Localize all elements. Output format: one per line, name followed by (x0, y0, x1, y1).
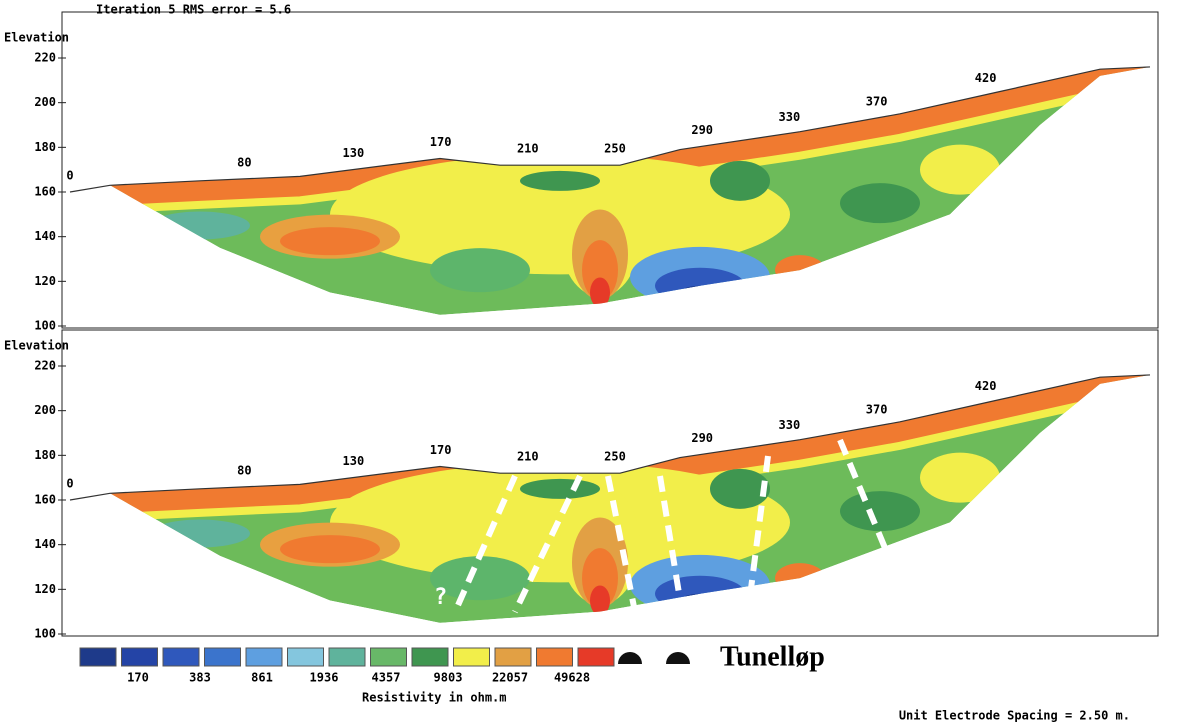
legend-label: 170 (127, 671, 149, 685)
y-tick-label: 200 (34, 95, 56, 109)
station-label: 80 (237, 463, 251, 477)
resistivity-zone (920, 144, 1000, 195)
station-label: 80 (237, 155, 251, 169)
legend-swatch (577, 647, 615, 667)
legend-title: Resistivity in ohm.m (362, 691, 507, 705)
panel-frame (61, 329, 1159, 637)
y-tick-label: 160 (34, 185, 56, 199)
y-tick-label: 160 (34, 493, 56, 507)
station-label: 250 (604, 450, 626, 464)
resistivity-zone (590, 277, 610, 308)
fault-line (837, 438, 888, 550)
y-tick-label: 140 (34, 229, 56, 243)
legend-swatch (370, 647, 407, 667)
y-tick-label: 120 (34, 582, 56, 596)
resistivity-zone (590, 585, 610, 616)
legend-label: 4357 (372, 671, 401, 685)
y-tick-label: 220 (34, 51, 56, 65)
station-label: 130 (343, 454, 365, 468)
legend-swatch (287, 647, 324, 667)
axis-label: Elevation (4, 339, 69, 353)
station-label: 170 (430, 443, 452, 457)
legend-label: 22057 (492, 671, 528, 685)
model-section (70, 66, 1150, 315)
fault-line (657, 475, 685, 613)
resistivity-zone (840, 183, 920, 224)
station-label: 420 (975, 379, 997, 393)
legend-swatch (121, 647, 158, 667)
y-tick-label: 220 (34, 359, 56, 373)
axis-label: Elevation (4, 31, 69, 45)
station-label: 290 (691, 431, 713, 445)
legend-label: 383 (189, 671, 211, 685)
station-label: 420 (975, 71, 997, 85)
y-tick-label: 180 (34, 448, 56, 462)
resistivity-zone (710, 468, 770, 509)
resistivity-zone (280, 535, 380, 564)
topography (69, 374, 1151, 501)
legend-label: 9803 (434, 671, 463, 685)
panel-frame (61, 11, 1159, 329)
tunnel-symbol (666, 652, 690, 664)
resistivity-zone (330, 154, 790, 275)
fault-line (605, 475, 638, 613)
legend-label: 861 (251, 671, 273, 685)
legend-label: 1936 (310, 671, 339, 685)
legend-label: 49628 (554, 671, 590, 685)
y-tick-label: 200 (34, 403, 56, 417)
y-tick-label: 140 (34, 537, 56, 551)
tunnel-symbol (618, 652, 642, 664)
legend-swatch (328, 647, 366, 667)
station-label: 290 (691, 123, 713, 137)
resistivity-zone (920, 452, 1000, 503)
station-label: 370 (866, 403, 888, 417)
station-label: 210 (517, 142, 539, 156)
legend-swatch (453, 647, 490, 667)
y-tick-label: 120 (34, 274, 56, 288)
station-label: 250 (604, 142, 626, 156)
resistivity-zone (520, 478, 600, 499)
resistivity-zone (582, 240, 618, 301)
resistivity-zone (520, 170, 600, 191)
legend-swatch (245, 647, 283, 667)
resistivity-zone (430, 556, 530, 601)
fault-line (745, 455, 771, 613)
station-label: 210 (517, 450, 539, 464)
annotation: ? (434, 585, 447, 610)
station-label: 170 (430, 135, 452, 149)
topography (69, 66, 1151, 193)
y-tick-label: 100 (34, 627, 56, 641)
resistivity-zone (710, 160, 770, 201)
station-label: 330 (779, 418, 801, 432)
station-label: 130 (343, 146, 365, 160)
legend-swatch (204, 647, 241, 667)
resistivity-zone (430, 248, 530, 293)
fault-line (512, 474, 583, 614)
station-label: 330 (779, 110, 801, 124)
station-label: 0 (66, 477, 73, 491)
legend-swatch (536, 647, 573, 667)
resistivity-zone (280, 227, 380, 256)
station-label: 0 (66, 169, 73, 183)
resistivity-zone (582, 548, 618, 609)
legend-swatch (162, 647, 200, 667)
station-label: 370 (866, 95, 888, 109)
y-tick-label: 100 (34, 319, 56, 333)
title: Iteration 5 RMS error = 5.6 (96, 3, 291, 17)
tunnel-label: Tunelløp (720, 641, 825, 672)
legend-swatch (494, 647, 532, 667)
legend-swatch (79, 647, 117, 667)
spacing-note: Unit Electrode Spacing = 2.50 m. (899, 709, 1130, 723)
legend-swatch (411, 647, 449, 667)
y-tick-label: 180 (34, 140, 56, 154)
resistivity-zone (840, 491, 920, 532)
